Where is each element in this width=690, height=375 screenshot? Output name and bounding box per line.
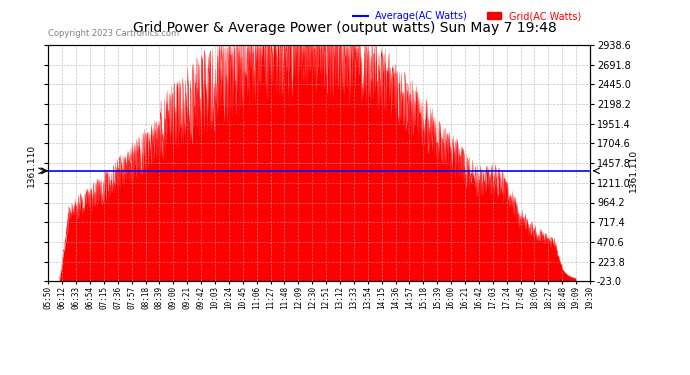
Text: Copyright 2023 Cartronics.com: Copyright 2023 Cartronics.com xyxy=(48,28,179,38)
Text: 1361.110: 1361.110 xyxy=(629,149,638,192)
Legend: Average(AC Watts), Grid(AC Watts): Average(AC Watts), Grid(AC Watts) xyxy=(349,8,585,25)
Text: 1361.110: 1361.110 xyxy=(26,143,36,186)
Text: Grid Power & Average Power (output watts) Sun May 7 19:48: Grid Power & Average Power (output watts… xyxy=(133,21,557,34)
